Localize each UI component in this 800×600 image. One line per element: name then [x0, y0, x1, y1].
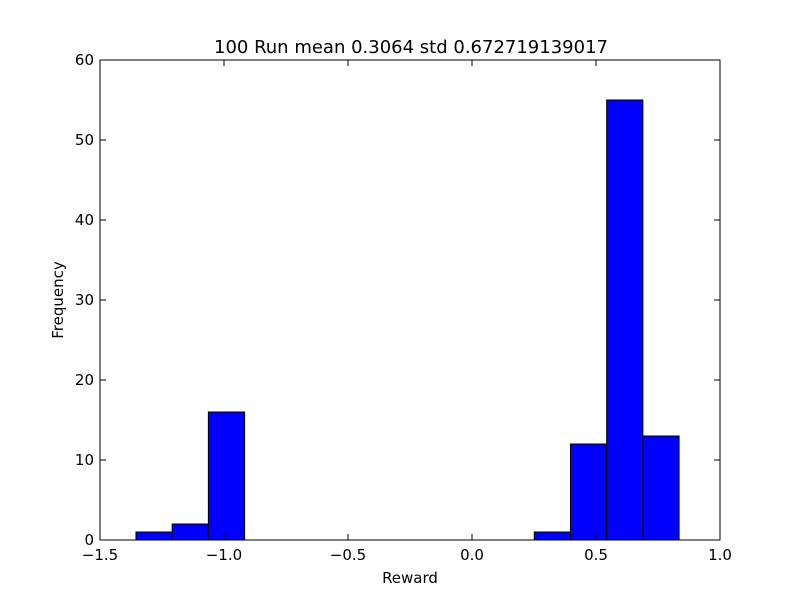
y-tick-labels: 0 10 20 30 40 50 60: [75, 51, 94, 549]
y-tick-label: 10: [75, 451, 94, 469]
histogram-bar: [642, 435, 680, 541]
x-tick-label: −1.5: [82, 546, 118, 564]
x-tick-label: −0.5: [330, 546, 366, 564]
y-tick-label: 60: [75, 51, 94, 69]
y-tick-label: 0: [84, 531, 94, 549]
x-tick-label: −1.0: [206, 546, 242, 564]
histogram-bar: [569, 443, 608, 541]
x-axis-label: Reward: [382, 569, 438, 587]
x-tick-label: 0.5: [584, 546, 608, 564]
y-axis-label: Frequency: [49, 261, 67, 339]
plot-frame: [99, 59, 721, 541]
chart-title: 100 Run mean 0.3064 std 0.672719139017: [214, 37, 608, 58]
y-tick-label: 50: [75, 131, 94, 149]
histogram-bar: [207, 411, 246, 541]
y-tick-label: 20: [75, 371, 94, 389]
y-tick-label: 30: [75, 291, 94, 309]
histogram-bar: [135, 531, 173, 541]
histogram-bar: [171, 523, 209, 541]
x-tick-labels: −1.5 −1.0 −0.5 0.0 0.5 1.0: [82, 546, 732, 564]
y-tick-label: 40: [75, 211, 94, 229]
x-tick-label: 0.0: [460, 546, 484, 564]
histogram-bar: [606, 99, 644, 541]
histogram-bars: [135, 99, 680, 541]
x-tick-label: 1.0: [708, 546, 732, 564]
histogram-bar: [533, 531, 571, 541]
